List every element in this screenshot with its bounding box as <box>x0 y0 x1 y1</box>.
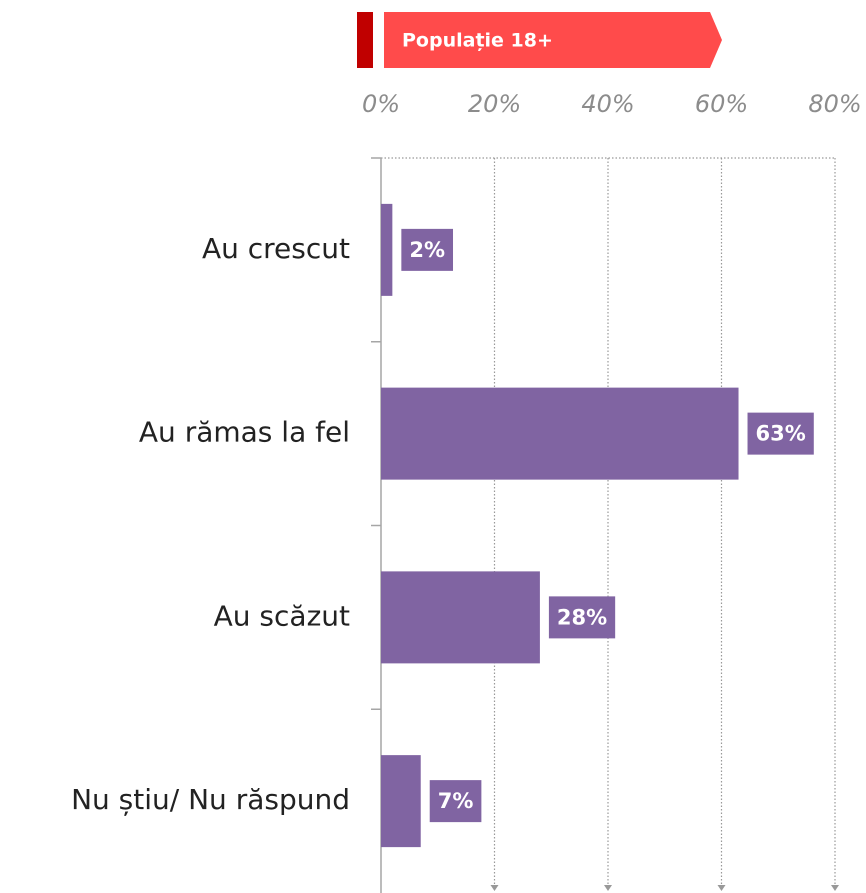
value-label-box <box>548 596 616 639</box>
value-label: 28% <box>557 605 607 629</box>
value-label: 7% <box>438 789 474 813</box>
x-tick-label: 20% <box>468 90 521 118</box>
x-tick-label: 60% <box>695 90 748 118</box>
grid-arrow <box>490 885 499 891</box>
legend-banner <box>384 12 722 68</box>
category-label: Au rămas la fel <box>139 416 350 449</box>
value-label: 2% <box>409 238 445 262</box>
grid-arrow <box>604 885 612 891</box>
value-label: 63% <box>756 422 806 446</box>
bar <box>381 571 540 664</box>
value-label-box <box>401 228 454 271</box>
x-tick-label: 40% <box>581 90 634 118</box>
category-label: Au crescut <box>202 232 350 265</box>
x-tick-label: 80% <box>808 90 861 118</box>
grid-arrow <box>717 885 726 891</box>
category-label: Nu știu/ Nu răspund <box>71 783 350 816</box>
bar <box>381 387 739 480</box>
legend-accent <box>357 12 373 68</box>
bar <box>381 755 421 848</box>
grid-arrow <box>831 885 839 891</box>
value-label-box <box>747 412 814 455</box>
legend-label: Populație 18+ <box>402 30 553 52</box>
x-tick-label: 0% <box>362 90 400 118</box>
value-label-box <box>429 780 482 823</box>
bar <box>381 203 393 296</box>
category-label: Au scăzut <box>214 599 350 632</box>
